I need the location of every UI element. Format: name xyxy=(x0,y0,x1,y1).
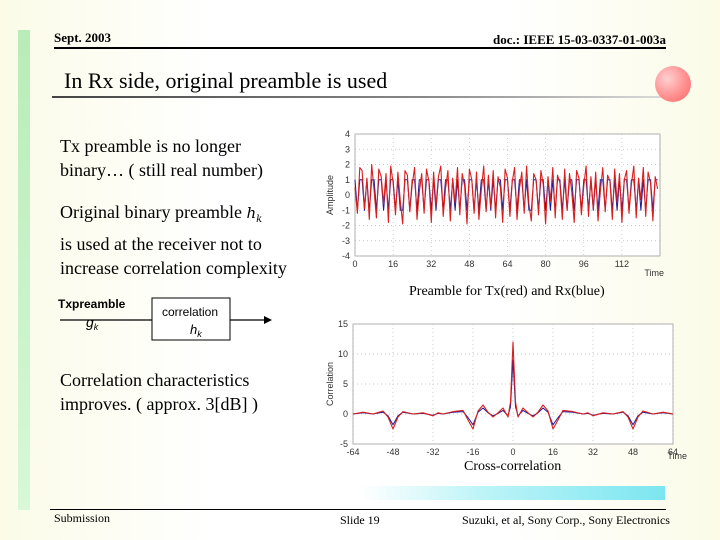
x-tick-label: -64 xyxy=(346,447,359,457)
bullet-1-line-1: Tx preamble is no longer xyxy=(60,136,241,156)
bullet-2-line-2: is used at the receiver not to xyxy=(60,234,262,254)
y-tick-label: 3 xyxy=(345,144,350,154)
x-tick-label: 112 xyxy=(615,259,629,269)
diagram-input-label: Txpreamble xyxy=(58,297,126,311)
title-decoration-ball xyxy=(655,66,691,102)
gk-symbol: gk xyxy=(86,314,99,332)
y-tick-label: 15 xyxy=(338,319,348,329)
x-tick-label: 0 xyxy=(352,259,357,269)
bullet-1: Tx preamble is no longer binary… ( still… xyxy=(60,134,263,182)
x-tick-label: 64 xyxy=(502,259,512,269)
bullet-3-line-2: improves. ( approx. 3[dB] ) xyxy=(60,394,258,414)
x-tick-label: 32 xyxy=(426,259,436,269)
diagram-arrowhead xyxy=(264,316,272,324)
y-tick-label: 2 xyxy=(345,160,350,170)
y-tick-label: 10 xyxy=(338,349,348,359)
slide-title: In Rx side, original preamble is used xyxy=(64,68,388,93)
bullet-3-line-1: Correlation characteristics xyxy=(60,370,250,390)
y-tick-label: 0 xyxy=(345,190,350,200)
footer-gradient-bar xyxy=(360,486,665,500)
x-tick-label: 0 xyxy=(510,447,515,457)
x-tick-label: 16 xyxy=(388,259,398,269)
header-doc-id: doc.: IEEE 15-03-0337-01-003a xyxy=(493,32,666,47)
x-tick-label: 48 xyxy=(464,259,474,269)
title-underline xyxy=(52,96,672,98)
x-tick-label: 48 xyxy=(628,447,638,457)
correlation-block-diagram: Txpreamble gk correlation hk xyxy=(58,297,272,341)
left-accent-bar xyxy=(18,30,30,510)
x-tick-label: 16 xyxy=(548,447,558,457)
x-tick-label: 96 xyxy=(579,259,589,269)
y-tick-label: -1 xyxy=(342,205,350,215)
correlation-block xyxy=(151,297,231,341)
x-tick-label: -32 xyxy=(426,447,439,457)
x-axis-label: Time xyxy=(644,268,664,278)
x-tick-label: 32 xyxy=(588,447,598,457)
caption-correlation: Cross-correlation xyxy=(464,459,562,474)
y-tick-label: -3 xyxy=(342,236,350,246)
preamble-chart: 0 16 32 48 64 80 96 11243210-1-2-3-4AmplitudeTi… xyxy=(325,129,664,278)
footer-submission: Submission xyxy=(54,511,111,525)
x-tick-label: 64 xyxy=(668,447,678,457)
header-date: Sept. 2003 xyxy=(54,30,112,45)
y-axis-label: Amplitude xyxy=(325,175,335,215)
bullet-2-text: Original binary preamble xyxy=(60,202,242,222)
footer-divider xyxy=(50,509,666,510)
bullet-2-line-3: increase correlation complexity xyxy=(60,258,287,278)
diagram-block-label: correlation xyxy=(162,305,218,319)
series-line-1 xyxy=(354,163,659,225)
x-tick-label: 80 xyxy=(541,259,551,269)
bullet-3: Correlation characteristics improves. ( … xyxy=(60,368,258,416)
hk-symbol: hk xyxy=(246,204,263,225)
y-tick-label: -5 xyxy=(340,439,348,449)
x-tick-label: -16 xyxy=(466,447,479,457)
x-tick-label: -48 xyxy=(386,447,399,457)
bullet-2-line-1: Original binary preamble hk xyxy=(60,200,287,232)
bullet-1-line-2: binary… ( still real number) xyxy=(60,160,263,180)
x-axis-label: Time xyxy=(667,451,687,461)
series-line-1 xyxy=(352,341,674,430)
footer-author: Suzuki, et al, Sony Corp., Sony Electron… xyxy=(462,513,670,527)
y-tick-label: 5 xyxy=(343,379,348,389)
bullet-2: Original binary preamble hk is used at t… xyxy=(60,200,287,280)
footer-slide-number: Slide 19 xyxy=(340,513,380,527)
caption-preamble: Preamble for Tx(red) and Rx(blue) xyxy=(409,284,605,299)
correlation-chart: -64 -48 -32 -16 0 16 32 48 64 15 10 5 0 -5 Correlation… xyxy=(325,319,687,461)
y-tick-label: 4 xyxy=(345,129,350,139)
y-tick-label: 1 xyxy=(345,175,350,185)
y-axis-label: Correlation xyxy=(325,362,335,406)
y-tick-label: 0 xyxy=(343,409,348,419)
y-tick-label: -4 xyxy=(342,251,350,261)
y-tick-label: -2 xyxy=(342,221,350,231)
header-divider xyxy=(54,47,666,49)
